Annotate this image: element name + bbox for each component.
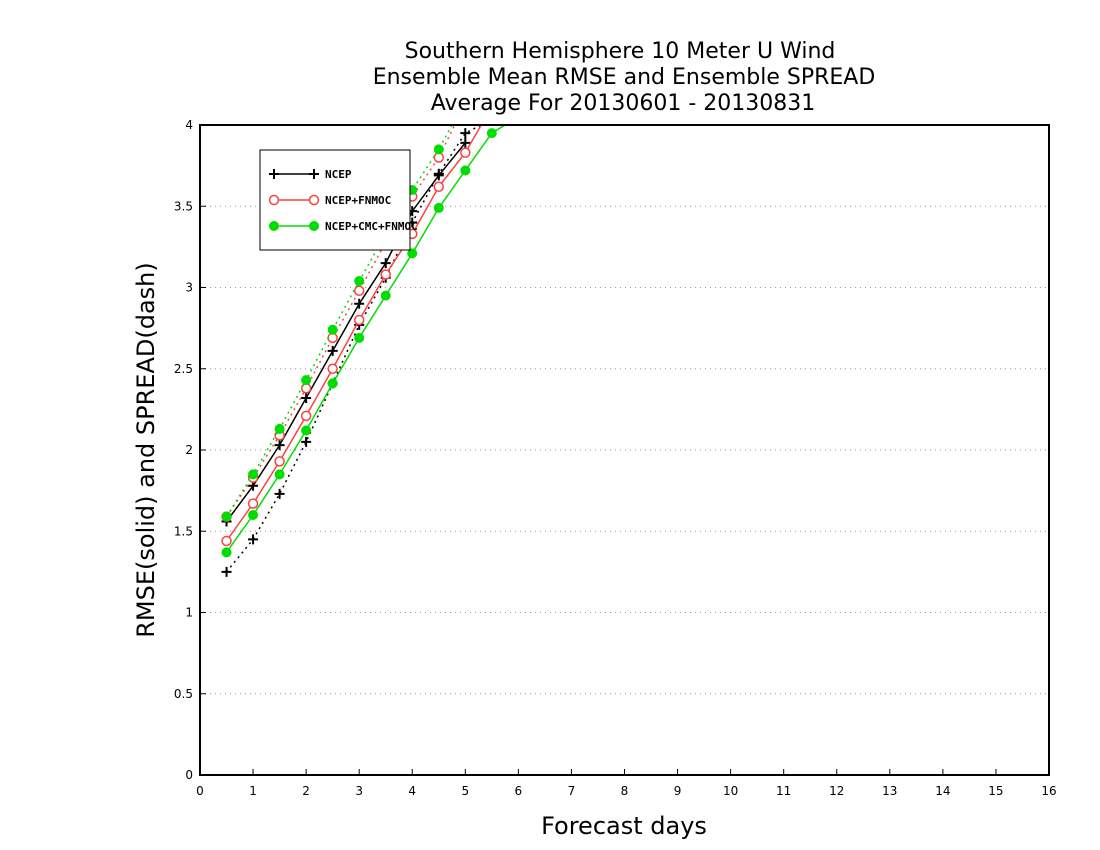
legend-marker-ncep xyxy=(269,169,279,179)
legend-label-ncep-fnmoc: NCEP+FNMOC xyxy=(325,194,391,207)
ncep-fnmoc-spread-point xyxy=(353,285,365,296)
ncep-fnmoc-rmse-point xyxy=(300,410,312,422)
x-tick-label: 10 xyxy=(723,784,738,798)
legend-marker-ncep xyxy=(309,169,319,179)
ncep-cmc-fnmoc-spread-point xyxy=(248,469,259,480)
x-tick-label: 12 xyxy=(829,784,844,798)
x-tick-label: 8 xyxy=(621,784,629,798)
ncep-cmc-fnmoc-spread-point xyxy=(327,324,338,335)
y-tick-label: 2 xyxy=(185,443,193,457)
x-tick-label: 16 xyxy=(1041,784,1056,798)
y-axis-label: RMSE(solid) and SPREAD(dash) xyxy=(132,262,160,638)
ncep-cmc-fnmoc-rmse-point xyxy=(460,165,471,176)
legend-marker-ncep-fnmoc xyxy=(268,194,280,206)
x-tick-label: 13 xyxy=(882,784,897,798)
y-tick-label: 4 xyxy=(185,118,193,132)
chart-title-line-2: Ensemble Mean RMSE and Ensemble SPREAD xyxy=(373,65,876,90)
ncep-cmc-fnmoc-rmse-point xyxy=(248,510,259,520)
x-tick-label: 14 xyxy=(935,784,950,798)
ncep-fnmoc-rmse-point xyxy=(221,535,232,547)
ncep-fnmoc-spread-line xyxy=(225,125,456,518)
ncep-fnmoc-rmse-point xyxy=(460,147,471,158)
ncep-spread-line xyxy=(225,125,482,573)
ncep-cmc-fnmoc-rmse-point xyxy=(407,248,418,259)
x-tick-label: 6 xyxy=(515,784,523,798)
y-tick-label: 1 xyxy=(185,606,193,620)
x-tick-label: 1 xyxy=(249,784,257,798)
x-tick-label: 9 xyxy=(674,784,682,798)
ncep-spread-point xyxy=(460,128,471,139)
y-tick-label: 3 xyxy=(185,281,193,295)
y-tick-label: 3.5 xyxy=(174,199,193,213)
legend-label-ncep: NCEP xyxy=(325,168,352,181)
y-tick-label: 1.5 xyxy=(174,524,193,538)
legend: NCEP NCEP+FNMOC NCEP+CMC+FNMOC xyxy=(259,149,418,251)
ncep-cmc-fnmoc-spread-point xyxy=(354,276,365,286)
x-tick-label: 2 xyxy=(302,784,310,798)
ncep-fnmoc-rmse-point xyxy=(353,314,365,326)
ncep-fnmoc-rmse-point xyxy=(433,181,445,192)
ncep-fnmoc-rmse-point xyxy=(274,456,285,467)
ncep-spread-point xyxy=(301,436,312,447)
x-tick-label: 0 xyxy=(196,784,204,798)
ncep-rmse-line xyxy=(225,142,466,522)
ncep-cmc-fnmoc-rmse-point xyxy=(327,378,338,389)
ncep-fnmoc-rmse-point xyxy=(327,363,338,374)
ncep-rmse-point xyxy=(274,440,285,451)
ncep-cmc-fnmoc-rmse-point xyxy=(354,332,365,343)
ncep-spread-point xyxy=(433,168,444,179)
x-tick-label: 4 xyxy=(408,784,416,798)
ncep-fnmoc-rmse-point xyxy=(380,269,391,280)
ncep-fnmoc-rmse-point xyxy=(247,498,259,509)
legend-marker-ncep-cmc-fnmoc xyxy=(269,221,279,231)
legend-marker-ncep-fnmoc xyxy=(308,194,320,206)
ncep-spread-point xyxy=(248,534,259,545)
ncep-spread-point xyxy=(221,566,232,577)
y-tick-label: 0 xyxy=(185,768,193,782)
ncep-rmse-point xyxy=(354,298,365,309)
ncep-cmc-fnmoc-spread-point xyxy=(433,144,444,155)
grid-lines xyxy=(200,205,1049,695)
y-tick-label: 0.5 xyxy=(174,687,193,701)
legend-label-ncep-cmc-fnmoc: NCEP+CMC+FNMOC xyxy=(325,220,418,233)
chart-title-line-3: Average For 20130601 - 20130831 xyxy=(431,91,816,116)
axis-ticks: 00.511.522.533.540 1 2 3 4 5 6 7 8 9 10 11 12 13 14 15 1… xyxy=(174,118,1057,798)
x-tick-label: 5 xyxy=(461,784,469,798)
x-tick-label: 11 xyxy=(776,784,791,798)
ncep-cmc-fnmoc-rmse-point xyxy=(380,290,391,301)
legend-marker-ncep-cmc-fnmoc xyxy=(309,221,319,231)
ncep-cmc-fnmoc-rmse-point xyxy=(433,202,444,213)
x-tick-label: 3 xyxy=(355,784,363,798)
ncep-rmse-point xyxy=(301,393,312,403)
ncep-cmc-fnmoc-rmse-point xyxy=(486,128,497,139)
ncep-cmc-fnmoc-spread-point xyxy=(301,375,312,386)
plot-series xyxy=(221,125,506,577)
x-tick-label: 15 xyxy=(988,784,1003,798)
ncep-cmc-fnmoc-spread-point xyxy=(274,423,285,434)
ncep-rmse-point xyxy=(380,258,391,269)
x-axis-label: Forecast days xyxy=(541,812,707,840)
ncep-spread-point xyxy=(274,488,285,499)
ncep-rmse-point xyxy=(460,137,471,148)
ncep-cmc-fnmoc-rmse-point xyxy=(221,547,232,558)
y-tick-label: 2.5 xyxy=(174,362,193,376)
ncep-cmc-fnmoc-rmse-line xyxy=(225,125,506,553)
chart-title-line-1: Southern Hemisphere 10 Meter U Wind xyxy=(405,39,836,64)
ncep-cmc-fnmoc-spread-point xyxy=(221,511,232,522)
ncep-cmc-fnmoc-rmse-point xyxy=(274,469,285,480)
x-tick-label: 7 xyxy=(568,784,576,798)
ncep-cmc-fnmoc-rmse-point xyxy=(301,425,312,436)
plot-area xyxy=(221,125,506,577)
ncep-rmse-point xyxy=(327,345,338,356)
